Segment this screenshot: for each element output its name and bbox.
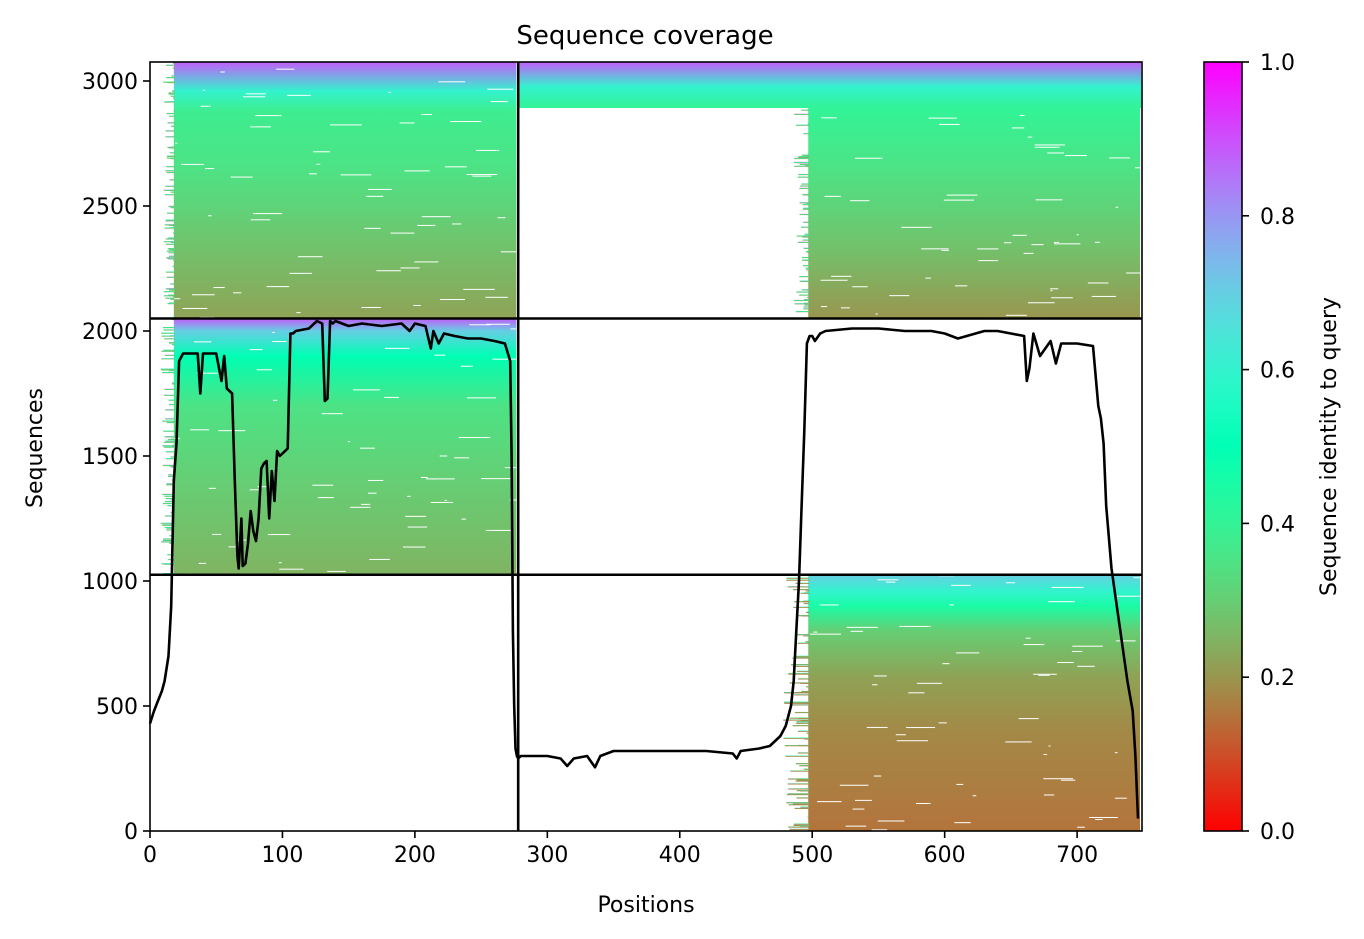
colorbar-ticks: 0.0 0.2 0.4 0.6 0.8 1.0 <box>1242 51 1295 845</box>
x-tick-label: 0 <box>143 843 157 868</box>
x-tick-label: 400 <box>659 843 701 868</box>
plot-frame <box>149 61 1143 832</box>
coverage-blocks <box>160 62 1161 831</box>
x-tick-label: 100 <box>261 843 303 868</box>
y-tick-label: 3000 <box>82 70 138 95</box>
x-tick-label: 600 <box>924 843 966 868</box>
coverage-block-2 <box>160 318 538 575</box>
y-tick-label: 2000 <box>82 320 138 345</box>
coverage-line <box>148 319 1140 819</box>
y-tick-label: 1500 <box>82 445 138 470</box>
colorbar: 0.0 0.2 0.4 0.6 0.8 1.0 Sequence identity to … <box>1203 51 1342 845</box>
x-tick-label: 200 <box>394 843 436 868</box>
y-tick-label: 0 <box>124 820 138 845</box>
x-axis-label: Positions <box>597 893 694 918</box>
colorbar-tick-label: 0.8 <box>1260 205 1295 230</box>
coverage-line-group <box>148 319 1140 819</box>
x-axis: 0 100 200 300 400 500 600 700 <box>143 831 1098 868</box>
colorbar-tick-label: 1.0 <box>1260 51 1295 76</box>
colorbar-tick-label: 0.0 <box>1260 820 1295 845</box>
coverage-block-1 <box>163 62 527 319</box>
colorbar-tick-label: 0.2 <box>1260 666 1295 691</box>
chart-title: Sequence coverage <box>516 21 773 51</box>
y-axis: 0 500 1000 1500 2000 2500 3000 <box>82 70 150 845</box>
colorbar-tick-label: 0.4 <box>1260 512 1295 537</box>
colorbar-gradient <box>1203 61 1243 832</box>
y-tick-label: 500 <box>96 695 138 720</box>
x-tick-label: 500 <box>791 843 833 868</box>
colorbar-tick-label: 0.6 <box>1260 359 1295 384</box>
y-tick-label: 2500 <box>82 195 138 220</box>
x-tick-label: 300 <box>526 843 568 868</box>
block-boundary-lines <box>150 62 1142 831</box>
coverage-block-top-band <box>519 62 1141 108</box>
colorbar-label: Sequence identity to query <box>1317 297 1342 596</box>
coverage-block-4 <box>783 574 1161 831</box>
y-tick-label: 1000 <box>82 570 138 595</box>
y-axis-label: Sequences <box>23 388 48 508</box>
x-tick-label: 700 <box>1056 843 1098 868</box>
plot-area <box>148 61 1161 832</box>
